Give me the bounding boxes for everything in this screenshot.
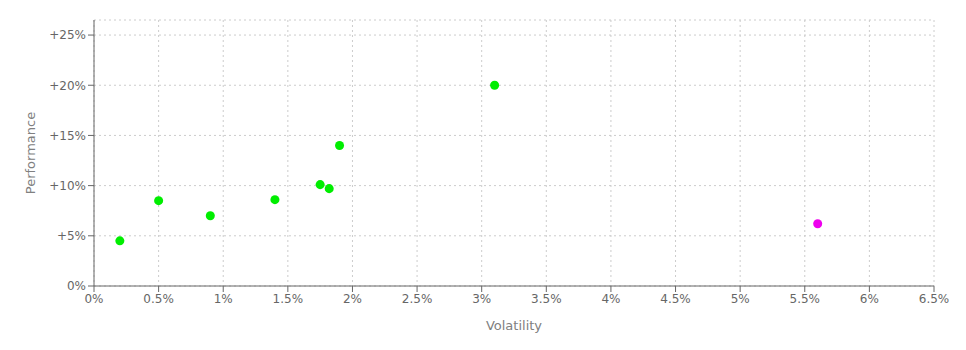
svg-text:Volatility: Volatility — [486, 318, 542, 333]
svg-text:2.5%: 2.5% — [402, 292, 433, 306]
svg-text:0%: 0% — [67, 279, 86, 293]
svg-text:+25%: +25% — [49, 28, 86, 42]
svg-text:3%: 3% — [472, 292, 491, 306]
svg-text:2%: 2% — [343, 292, 362, 306]
svg-text:Performance: Performance — [23, 112, 38, 194]
svg-text:4.5%: 4.5% — [660, 292, 691, 306]
svg-text:+5%: +5% — [57, 229, 86, 243]
svg-text:3.5%: 3.5% — [531, 292, 562, 306]
svg-text:0%: 0% — [84, 292, 103, 306]
svg-text:6%: 6% — [860, 292, 879, 306]
svg-text:1%: 1% — [214, 292, 233, 306]
svg-text:5%: 5% — [731, 292, 750, 306]
svg-text:4%: 4% — [601, 292, 620, 306]
svg-text:0.5%: 0.5% — [143, 292, 174, 306]
svg-text:6.5%: 6.5% — [919, 292, 950, 306]
svg-text:+15%: +15% — [49, 129, 86, 143]
svg-text:5.5%: 5.5% — [790, 292, 821, 306]
svg-text:+20%: +20% — [49, 79, 86, 93]
svg-text:+10%: +10% — [49, 179, 86, 193]
svg-text:1.5%: 1.5% — [273, 292, 304, 306]
